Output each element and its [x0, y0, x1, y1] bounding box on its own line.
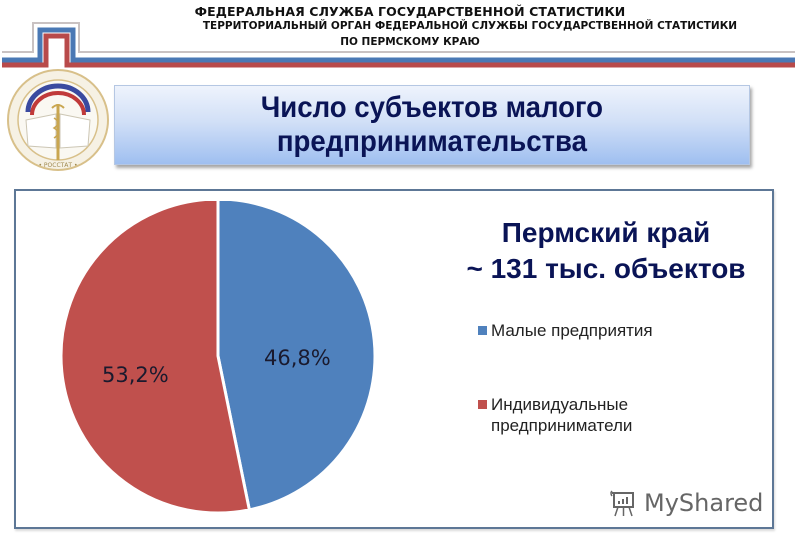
pie-chart [59, 201, 377, 515]
legend-swatch-red [478, 400, 487, 409]
slide-title-box: Число субъектов малого предпринимательст… [114, 85, 750, 165]
legend-label: Индивидуальные предприниматели [491, 395, 633, 435]
slice-label-individual-entrepreneurs: 53,2% [102, 363, 169, 387]
rosstat-seal-icon: • РОССТАТ • [7, 69, 109, 171]
chart-legend: Малые предприятия Индивидуальные предпри… [478, 320, 653, 436]
watermark-text: MyShared [644, 489, 764, 517]
header-tricolor-stripes [2, 22, 795, 68]
region-name: ПО ПЕРМСКОМУ КРАЮ [340, 36, 480, 48]
svg-text:• РОССТАТ •: • РОССТАТ • [38, 162, 77, 169]
pie-slice-individual-entrepreneurs [59, 201, 252, 515]
legend-item-small-enterprises: Малые предприятия [478, 320, 653, 341]
chart-title: Пермский край ~ 131 тыс. объектов [426, 215, 786, 287]
agency-name: ФЕДЕРАЛЬНАЯ СЛУЖБА ГОСУДАРСТВЕННОЙ СТАТИ… [194, 4, 626, 19]
chart-title-line1: Пермский край [501, 217, 711, 248]
pie-slice-small-enterprises [216, 201, 377, 512]
legend-label: Малые предприятия [491, 321, 653, 340]
slide-title: Число субъектов малого предпринимательст… [261, 91, 603, 159]
slide-title-line1: Число субъектов малого [260, 91, 604, 124]
chart-title-line2: ~ 131 тыс. объектов [466, 253, 746, 284]
presentation-board-icon [610, 490, 634, 517]
myshared-watermark: MyShared [608, 488, 763, 518]
legend-item-individual-entrepreneurs: Индивидуальные предприниматели [478, 394, 653, 436]
slide-title-line2: предпринимательства [276, 125, 588, 158]
pie-chart-panel: 46,8% 53,2% Пермский край ~ 131 тыс. объ… [14, 189, 774, 529]
slice-label-small-enterprises: 46,8% [264, 346, 331, 370]
territorial-body-name: ТЕРРИТОРИАЛЬНЫЙ ОРГАН ФЕДЕРАЛЬНОЙ СЛУЖБЫ… [202, 20, 738, 32]
legend-swatch-blue [478, 326, 487, 335]
